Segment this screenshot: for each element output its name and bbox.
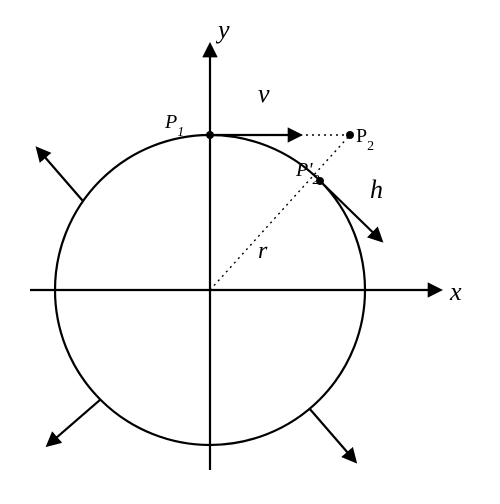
r-label: r [258,238,268,264]
point-P1 [206,131,214,139]
y-axis-label: y [215,15,230,44]
tangent-arrow-145 [38,149,84,202]
dotted-line-0 [210,135,350,290]
p1-label: P1 [164,111,184,140]
tangent-arrow-225 [48,400,100,446]
tangent-arrow-310 [310,409,356,462]
h-label: h [370,175,383,204]
v-label: v [258,79,270,108]
point-P2 [346,131,354,139]
p2-label: P2 [356,125,374,154]
x-axis-label: x [449,277,462,306]
circular-motion-diagram: xyvhrP1P2P'2 [0,0,500,504]
